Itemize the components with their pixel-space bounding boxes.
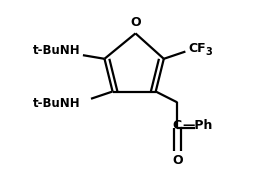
- Text: O: O: [130, 16, 141, 29]
- Text: O: O: [172, 154, 183, 167]
- Text: C: C: [173, 119, 182, 132]
- Text: t-BuNH: t-BuNH: [33, 97, 80, 110]
- Text: 3: 3: [206, 47, 212, 57]
- Text: CF: CF: [188, 42, 206, 55]
- Text: t-BuNH: t-BuNH: [33, 44, 80, 57]
- Text: —Ph: —Ph: [183, 119, 213, 132]
